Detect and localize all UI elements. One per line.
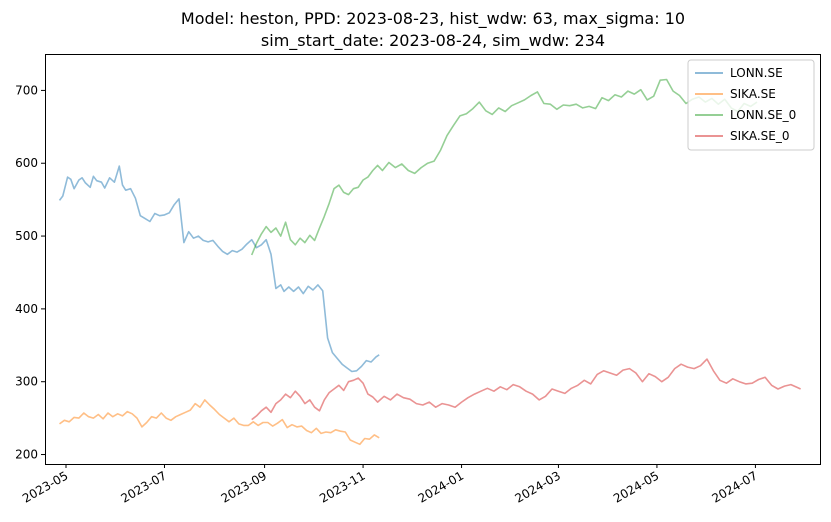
series-layer bbox=[58, 78, 801, 446]
x-tick-label-4: 2024-01 bbox=[416, 468, 466, 505]
x-tick-label-0: 2023-05 bbox=[20, 468, 70, 505]
y-tick-label-0: 200 bbox=[15, 448, 38, 462]
legend: LONN.SE SIKA.SE LONN.SE_0 SIKA.SE_0 bbox=[687, 59, 815, 151]
y-axis: 200 300 400 500 600 700 bbox=[15, 83, 45, 462]
legend-box bbox=[687, 59, 815, 151]
y-tick-label-5: 700 bbox=[15, 83, 38, 97]
x-tick-label-3: 2023-11 bbox=[317, 468, 367, 505]
x-axis: 2023-05 2023-07 2023-09 2023-11 2024-01 2024-… bbox=[20, 464, 760, 506]
x-tick-label-5: 2024-03 bbox=[513, 468, 563, 505]
chart-title: Model: heston, PPD: 2023-08-23, hist_wdw… bbox=[181, 9, 685, 29]
x-tick-label-7: 2024-07 bbox=[709, 468, 759, 505]
series-line-1 bbox=[59, 399, 380, 446]
plot-frame bbox=[45, 54, 821, 465]
legend-label-0: LONN.SE bbox=[730, 66, 783, 80]
y-tick-label-1: 300 bbox=[15, 375, 38, 389]
series-line-3 bbox=[251, 358, 801, 421]
y-tick-label-4: 600 bbox=[15, 156, 38, 170]
x-tick-label-6: 2024-05 bbox=[611, 468, 661, 505]
legend-label-2: LONN.SE_0 bbox=[730, 108, 796, 122]
x-tick-label-1: 2023-07 bbox=[119, 468, 169, 505]
legend-label-3: SIKA.SE_0 bbox=[730, 129, 789, 143]
x-tick-label-2: 2023-09 bbox=[219, 468, 269, 505]
series-line-0 bbox=[58, 165, 380, 373]
series-line-2 bbox=[250, 78, 758, 256]
y-tick-label-3: 500 bbox=[15, 229, 38, 243]
chart-subtitle: sim_start_date: 2023-08-24, sim_wdw: 234 bbox=[261, 31, 605, 51]
y-tick-label-2: 400 bbox=[15, 302, 38, 316]
legend-label-1: SIKA.SE bbox=[730, 87, 776, 101]
